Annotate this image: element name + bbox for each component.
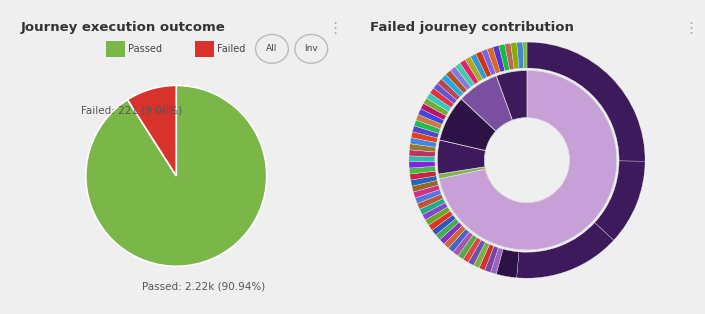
Wedge shape xyxy=(487,47,501,73)
Wedge shape xyxy=(444,225,466,248)
Wedge shape xyxy=(417,194,443,209)
Text: Inv: Inv xyxy=(305,44,318,53)
Wedge shape xyxy=(412,181,439,192)
Wedge shape xyxy=(446,70,467,93)
Wedge shape xyxy=(427,93,451,112)
Wedge shape xyxy=(432,215,456,235)
Text: Failed: 221 (9.06%): Failed: 221 (9.06%) xyxy=(81,106,183,116)
Wedge shape xyxy=(436,219,459,240)
Wedge shape xyxy=(422,203,448,220)
Wedge shape xyxy=(517,223,613,278)
Wedge shape xyxy=(424,98,448,116)
Wedge shape xyxy=(460,60,479,84)
Wedge shape xyxy=(416,114,442,129)
Wedge shape xyxy=(458,235,477,259)
Wedge shape xyxy=(523,42,527,68)
Wedge shape xyxy=(450,67,471,90)
Wedge shape xyxy=(439,70,617,250)
Wedge shape xyxy=(455,63,474,87)
Wedge shape xyxy=(412,126,439,138)
Wedge shape xyxy=(410,138,436,147)
Text: All: All xyxy=(266,44,278,53)
Wedge shape xyxy=(474,242,489,268)
Wedge shape xyxy=(413,185,440,198)
Text: Failed journey contribution: Failed journey contribution xyxy=(370,21,574,34)
Wedge shape xyxy=(437,79,460,100)
Wedge shape xyxy=(409,161,435,168)
Wedge shape xyxy=(411,132,438,143)
Wedge shape xyxy=(491,248,503,274)
Wedge shape xyxy=(419,198,446,215)
Wedge shape xyxy=(505,43,514,70)
Wedge shape xyxy=(418,109,444,124)
Wedge shape xyxy=(517,42,524,68)
Wedge shape xyxy=(439,167,486,179)
Wedge shape xyxy=(482,49,496,75)
Wedge shape xyxy=(430,88,454,108)
Wedge shape xyxy=(415,190,441,203)
Text: Passed: 2.22k (90.94%): Passed: 2.22k (90.94%) xyxy=(142,281,265,291)
Text: ⋮: ⋮ xyxy=(328,21,343,36)
Wedge shape xyxy=(441,74,464,97)
Wedge shape xyxy=(437,140,486,174)
Text: Passed: Passed xyxy=(128,44,162,54)
Wedge shape xyxy=(493,46,505,72)
Wedge shape xyxy=(496,249,519,278)
Wedge shape xyxy=(496,70,527,120)
Wedge shape xyxy=(484,246,498,273)
Wedge shape xyxy=(461,76,513,131)
Wedge shape xyxy=(429,211,453,230)
Wedge shape xyxy=(434,83,457,104)
Bar xyxy=(106,41,125,57)
Wedge shape xyxy=(86,85,266,266)
Wedge shape xyxy=(453,232,473,256)
Wedge shape xyxy=(465,57,483,82)
Wedge shape xyxy=(468,240,485,265)
Wedge shape xyxy=(476,51,491,77)
Bar xyxy=(195,41,214,57)
Wedge shape xyxy=(510,42,519,69)
Wedge shape xyxy=(425,207,450,225)
Wedge shape xyxy=(594,161,645,240)
Wedge shape xyxy=(439,99,496,151)
Wedge shape xyxy=(448,229,470,252)
Wedge shape xyxy=(421,103,446,120)
Wedge shape xyxy=(128,85,176,176)
Text: Failed: Failed xyxy=(217,44,245,54)
Text: ⋮: ⋮ xyxy=(683,21,699,36)
Wedge shape xyxy=(479,244,494,270)
Wedge shape xyxy=(498,44,510,71)
Wedge shape xyxy=(410,176,437,186)
Wedge shape xyxy=(440,222,462,244)
Wedge shape xyxy=(463,237,481,263)
Text: Journey execution outcome: Journey execution outcome xyxy=(20,21,226,34)
Wedge shape xyxy=(410,171,436,180)
Wedge shape xyxy=(470,54,487,79)
Wedge shape xyxy=(414,120,441,133)
Wedge shape xyxy=(409,150,435,157)
Wedge shape xyxy=(527,42,645,161)
Wedge shape xyxy=(409,166,436,174)
Wedge shape xyxy=(410,144,436,152)
Wedge shape xyxy=(409,156,435,162)
